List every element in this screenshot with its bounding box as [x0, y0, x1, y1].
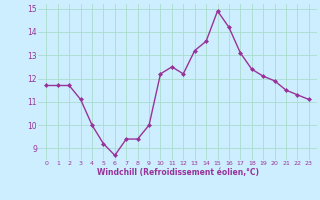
X-axis label: Windchill (Refroidissement éolien,°C): Windchill (Refroidissement éolien,°C)	[97, 168, 259, 177]
